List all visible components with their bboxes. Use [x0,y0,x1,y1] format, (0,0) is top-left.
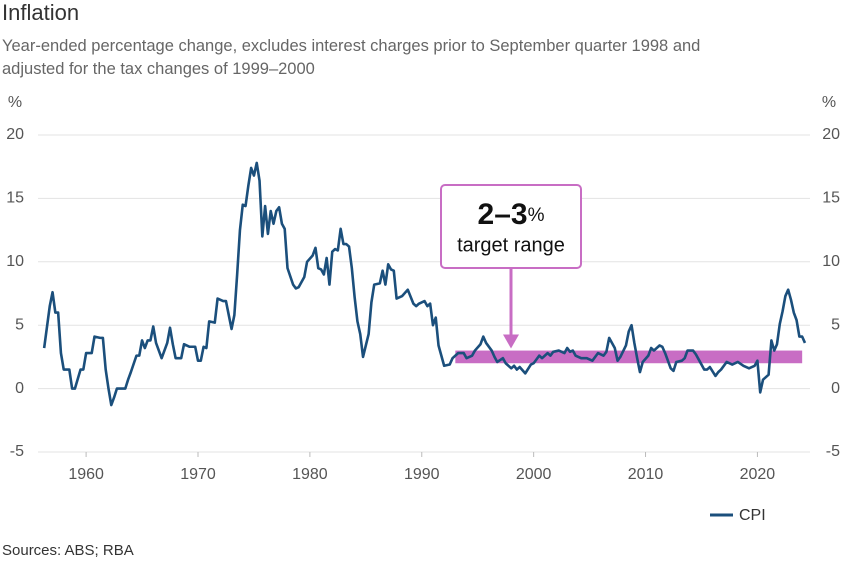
y2-tick-label: 0 [831,380,840,397]
callout-range-unit: % [528,205,545,226]
y2-tick-label: -5 [826,443,840,460]
y-unit-right: % [822,94,836,111]
y-tick-label: 0 [15,380,24,397]
y-tick-label: 20 [6,126,24,143]
y-tick-label: 10 [6,253,24,270]
callout-box [440,184,582,269]
y2-tick-label: 10 [822,253,840,270]
x-tick-label: 2010 [628,466,664,483]
y2-tick-label: 20 [822,126,840,143]
source-note: Sources: ABS; RBA [2,542,134,559]
y-tick-label: 5 [15,316,24,333]
y-tick-label: -5 [10,443,24,460]
y-tick-label: 15 [6,190,24,207]
x-tick-label: 2020 [740,466,776,483]
x-tick-label: 2000 [516,466,552,483]
x-tick-label: 1960 [68,466,104,483]
y-unit-left: % [8,94,22,111]
callout-text: target range [457,234,565,256]
chart-title: Inflation [2,0,80,25]
callout-range-value: 2–3 [478,198,528,231]
x-tick-label: 1980 [292,466,328,483]
y2-tick-label: 5 [831,316,840,333]
legend-label: CPI [739,507,766,524]
chart-subtitle: Year-ended percentage change, excludes i… [2,37,701,78]
x-tick-label: 1990 [404,466,440,483]
callout-range: 2–3% [478,198,545,231]
callout-arrow-head [503,334,519,349]
target-band [455,350,803,364]
y2-tick-label: 15 [822,190,840,207]
x-tick-label: 1970 [180,466,216,483]
data-line [42,161,807,407]
